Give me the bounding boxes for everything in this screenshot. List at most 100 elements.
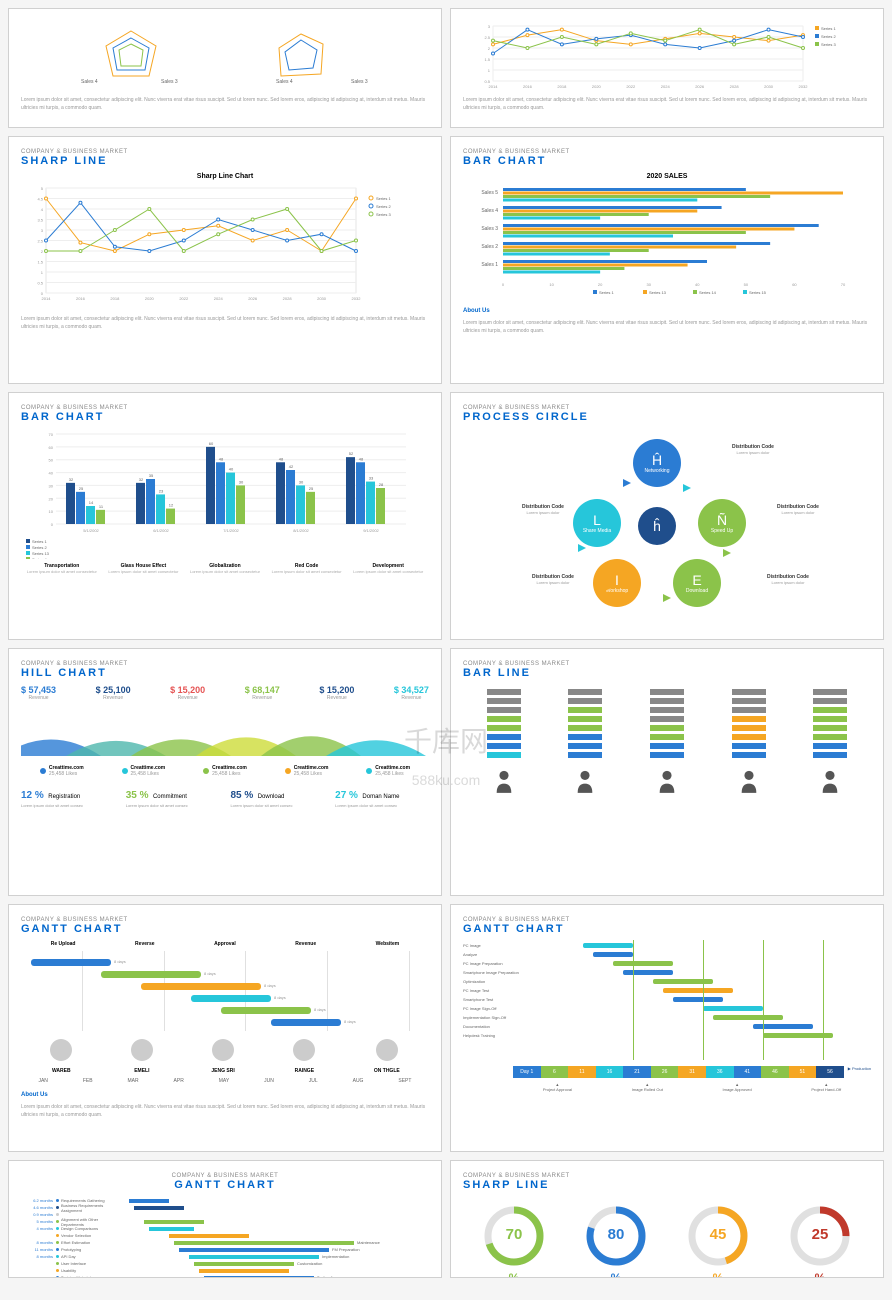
process-node: ĤNetworking [633,439,681,487]
person-icon [738,769,760,795]
gantt-bar [149,1227,194,1231]
process-label: Distribution CodeLorem ipsum dolor [518,574,588,586]
timeline-cell: 36 [706,1066,734,1078]
title: SHARP LINE [463,1179,871,1191]
revenue-stat: $ 15,200Revenue [319,685,354,701]
process-node: LShare Media [573,499,621,547]
gantt-bar [583,943,633,948]
grouped-bar-chart: 010203040506070322514115/1/2002323523126… [21,429,429,559]
slide-barchart2: COMPANY & BUSINESS MARKET BAR CHART 0102… [8,392,442,640]
svg-text:1: 1 [488,68,491,73]
radar-chart: Sales 4 Sales 3 Sales 4 Sales 3 [21,21,429,91]
timeline-cell: 6 [541,1066,569,1078]
process-node: EDownload [673,559,721,607]
timeline-cell: 46 [761,1066,789,1078]
process-node: IWorkshop [593,559,641,607]
svg-text:Series 13: Series 13 [649,290,667,295]
gantt-bar [169,1234,249,1238]
svg-text:32: 32 [69,477,74,482]
avatar [131,1039,153,1061]
svg-text:2028: 2028 [283,296,293,301]
process-node: ÑSpeed Up [698,499,746,547]
gantt-bar [653,979,713,984]
gantt-bar [199,1269,289,1273]
person-icon [819,769,841,795]
chart-title: 2020 SALES [463,173,871,180]
svg-text:0: 0 [51,522,54,527]
svg-text:23: 23 [159,488,164,493]
svg-text:48: 48 [219,456,224,461]
barline-col [487,689,521,795]
svg-text:1.5: 1.5 [37,260,43,265]
avatar [376,1039,398,1061]
timeline-cell: 11 [568,1066,596,1078]
svg-text:1: 1 [41,270,44,275]
svg-text:25: 25 [79,486,84,491]
svg-text:40: 40 [49,471,54,476]
donut-chart: 25% [785,1201,855,1278]
timeline-cell: Day 1 [513,1066,541,1078]
revenue-stat: $ 68,147Revenue [245,685,280,701]
svg-text:2026: 2026 [248,296,258,301]
svg-text:Series 3: Series 3 [821,42,836,47]
svg-text:3: 3 [41,228,44,233]
svg-text:48: 48 [359,456,364,461]
process-node: ĥ [638,507,676,545]
svg-text:45: 45 [710,1226,727,1243]
title: HILL CHART [21,667,429,679]
lorem-text: Lorem ipsum dolor sit amet, consectetur … [21,316,429,331]
gantt-bar [129,1199,169,1203]
svg-text:30: 30 [239,479,244,484]
svg-text:Series 2: Series 2 [376,204,391,209]
svg-text:2.5: 2.5 [484,35,490,40]
title: GANTT CHART [21,1179,429,1191]
gantt-bar [174,1241,354,1245]
svg-text:Series 13: Series 13 [32,551,50,556]
gantt-bar [673,997,723,1002]
revenue-stat: $ 34,527Revenue [394,685,429,701]
process-label: Distribution CodeLorem ipsum dolor [508,504,578,516]
svg-text:70: 70 [506,1226,523,1243]
svg-text:42: 42 [289,464,294,469]
svg-text:Sales 4: Sales 4 [481,208,498,214]
gantt-bar [593,952,633,957]
hbar-chart: Sales 1Sales 2Sales 3Sales 4Sales 501020… [463,180,871,300]
svg-text:7/1/2002: 7/1/2002 [223,528,239,533]
timeline-cell: 41 [734,1066,762,1078]
svg-text:12: 12 [169,503,174,508]
svg-text:2024: 2024 [214,296,224,301]
gantt-bar [141,983,261,990]
svg-text:Sales 3: Sales 3 [481,226,498,232]
slide-donuts: COMPANY & BUSINESS MARKET SHARP LINE 70%… [450,1160,884,1278]
slide-gantt1: COMPANY & BUSINESS MARKET GANTT CHART Re… [8,904,442,1152]
timeline-cell: 16 [596,1066,624,1078]
svg-text:25: 25 [812,1226,829,1243]
svg-text:Series 1: Series 1 [599,290,614,295]
timeline-cell: 21 [623,1066,651,1078]
gantt-bar [134,1206,184,1210]
svg-text:70: 70 [841,282,846,287]
svg-text:2030: 2030 [764,84,774,89]
title: BAR LINE [463,667,871,679]
svg-text:2022: 2022 [626,84,636,89]
svg-text:4.5: 4.5 [37,197,43,202]
svg-text:Sales 2: Sales 2 [481,244,498,250]
gantt-bar [189,1255,319,1259]
svg-text:Series 1: Series 1 [821,26,836,31]
svg-text:30: 30 [646,282,651,287]
aboutus: About Us [21,1092,429,1098]
svg-text:48: 48 [279,456,284,461]
avatar [50,1039,72,1061]
hill-dot: Creattime.com25,458 Likes [285,765,329,777]
lorem-text: Lorem ipsum dolor sit amet, consectetur … [21,97,429,112]
svg-text:3.5: 3.5 [37,218,43,223]
lorem-text: Lorem ipsum dolor sit amet, consectetur … [21,1104,429,1119]
svg-text:2018: 2018 [110,296,120,301]
svg-text:Sales 5: Sales 5 [481,190,498,196]
svg-text:80: 80 [608,1226,625,1243]
donut-chart: 45% [683,1201,753,1278]
hill-pct: 85 % DownloadLorem ipsum dolor sit amet … [230,785,324,808]
sharpline-chart: 00.511.522.533.544.552014201620182020202… [21,180,429,310]
svg-text:10: 10 [549,282,554,287]
lorem-text: Lorem ipsum dolor sit amet, consectetur … [463,97,871,112]
